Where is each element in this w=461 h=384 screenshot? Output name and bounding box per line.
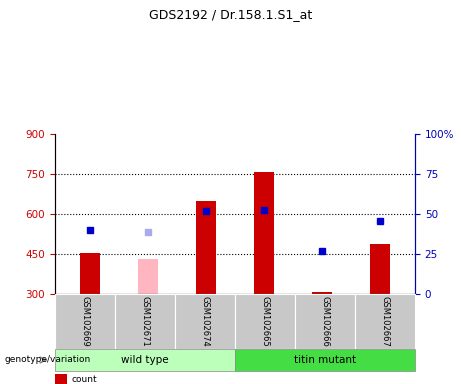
Text: wild type: wild type: [121, 355, 169, 365]
Text: titin mutant: titin mutant: [294, 355, 356, 365]
Text: GSM102669: GSM102669: [81, 296, 89, 347]
Text: GDS2192 / Dr.158.1.S1_at: GDS2192 / Dr.158.1.S1_at: [149, 8, 312, 21]
Bar: [138, 259, 158, 294]
Text: GSM102666: GSM102666: [320, 296, 330, 347]
Text: count: count: [71, 374, 97, 384]
Text: GSM102671: GSM102671: [141, 296, 149, 347]
Text: GSM102674: GSM102674: [201, 296, 209, 347]
Bar: [370, 244, 390, 294]
Text: genotype/variation: genotype/variation: [5, 356, 91, 364]
Bar: [312, 292, 332, 294]
Bar: [80, 253, 100, 294]
Text: GSM102665: GSM102665: [260, 296, 270, 347]
Bar: [254, 172, 274, 294]
Text: GSM102667: GSM102667: [380, 296, 390, 347]
Bar: [196, 201, 216, 294]
